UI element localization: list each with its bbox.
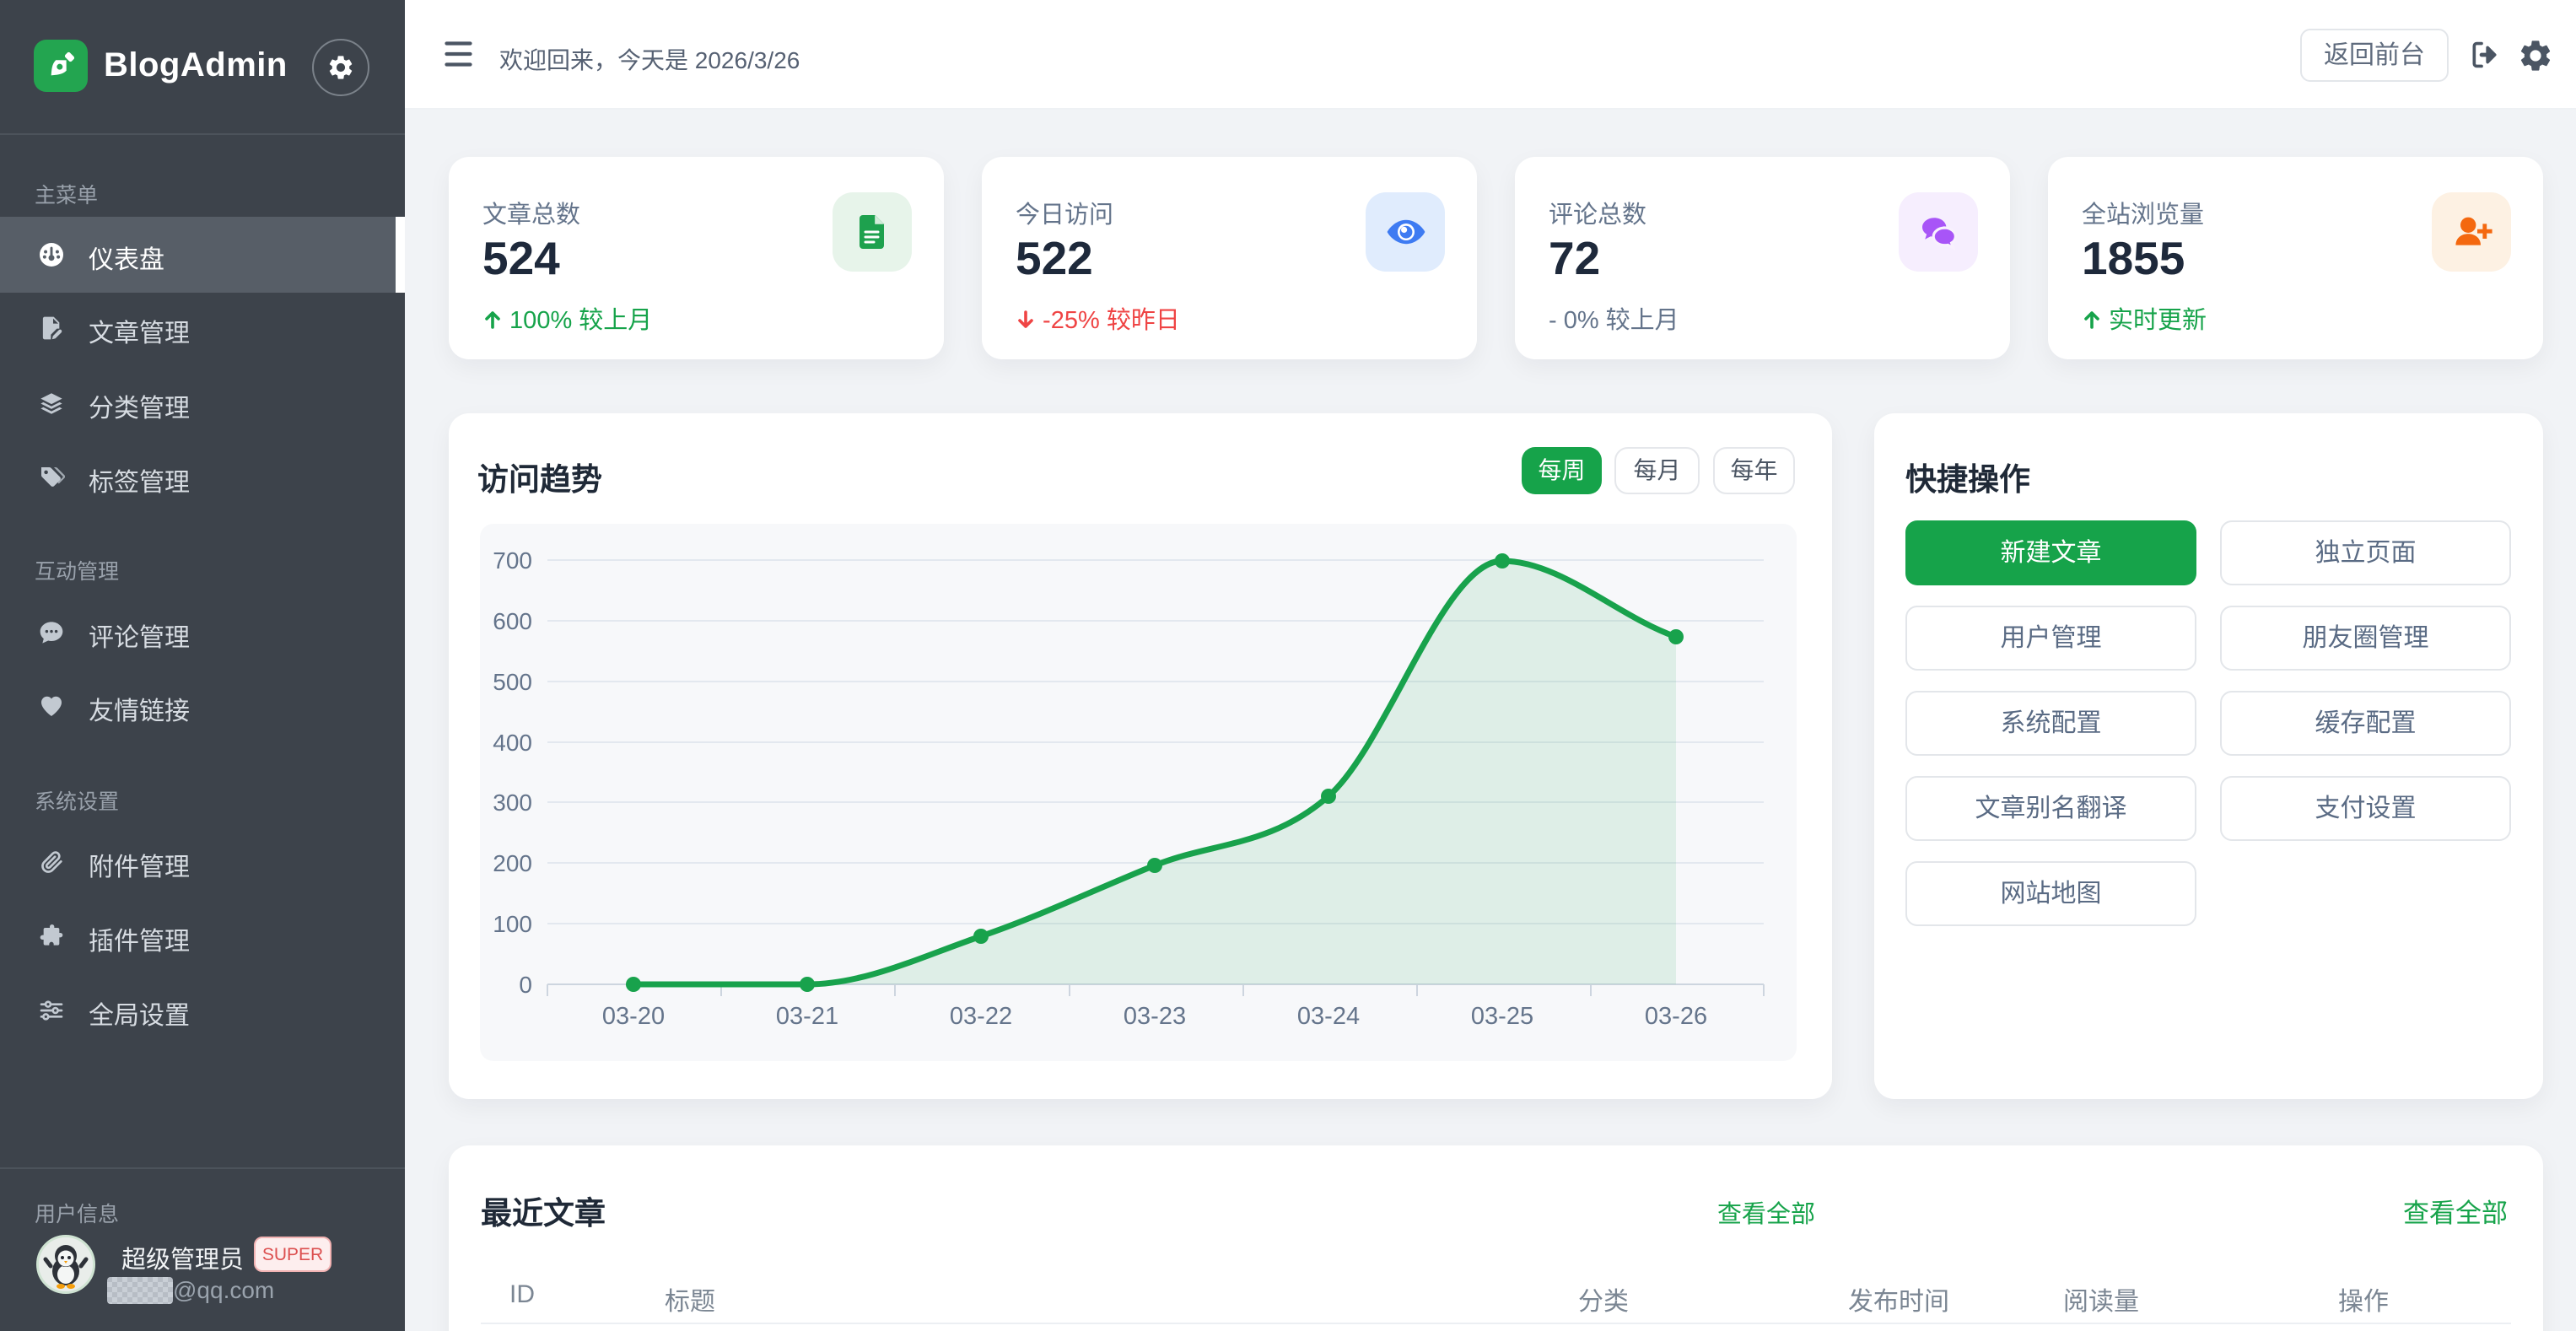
svg-text:500: 500 [493, 669, 532, 695]
svg-text:0: 0 [519, 972, 532, 998]
svg-text:03-20: 03-20 [602, 1003, 665, 1030]
svg-text:400: 400 [493, 730, 532, 756]
svg-text:600: 600 [493, 608, 532, 634]
svg-text:100: 100 [493, 911, 532, 937]
svg-text:03-23: 03-23 [1124, 1003, 1186, 1030]
svg-text:03-24: 03-24 [1297, 1003, 1360, 1030]
svg-text:03-26: 03-26 [1645, 1003, 1707, 1030]
svg-text:03-25: 03-25 [1471, 1003, 1533, 1030]
svg-text:03-22: 03-22 [950, 1003, 1012, 1030]
svg-text:200: 200 [493, 850, 532, 876]
svg-text:300: 300 [493, 789, 532, 816]
svg-text:03-21: 03-21 [776, 1003, 838, 1030]
svg-text:700: 700 [493, 547, 532, 574]
